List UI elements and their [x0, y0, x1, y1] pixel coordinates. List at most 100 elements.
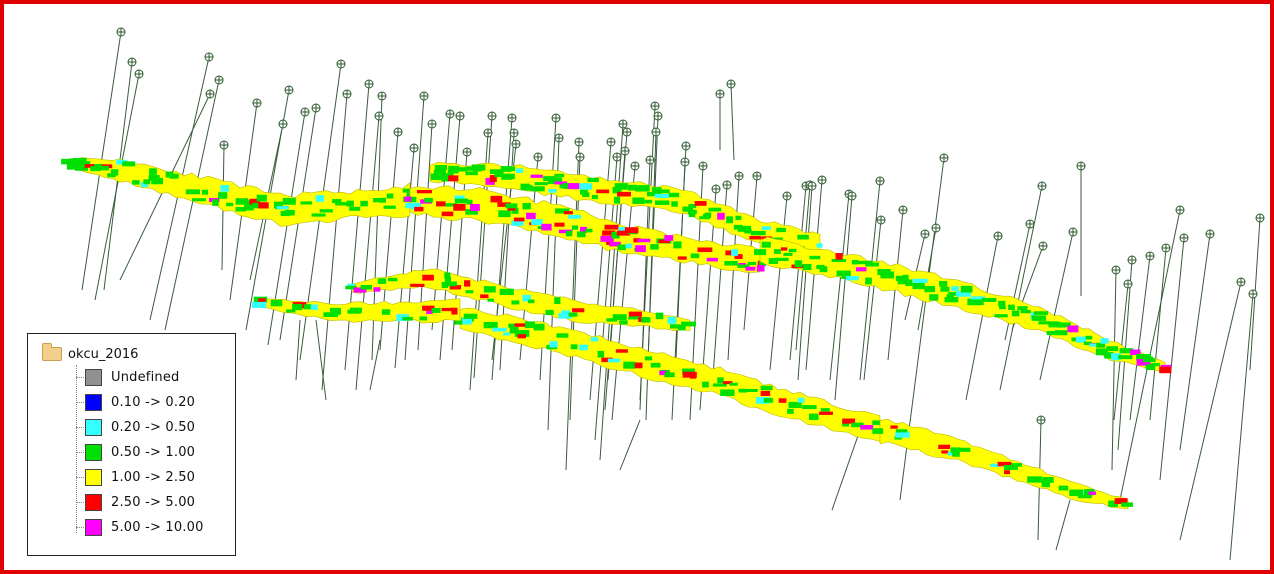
drillhole-collar-icon[interactable]: [507, 113, 517, 123]
drillhole-collar-icon[interactable]: [574, 137, 584, 147]
drillhole-collar-icon[interactable]: [377, 91, 387, 101]
drillhole-collar-icon[interactable]: [630, 161, 640, 171]
drillhole-collar-icon[interactable]: [509, 128, 519, 138]
drillhole-collar-icon[interactable]: [875, 176, 885, 186]
drillhole-collar-icon[interactable]: [1025, 219, 1035, 229]
drillhole-collar-icon[interactable]: [311, 103, 321, 113]
drillhole-collar-icon[interactable]: [455, 111, 465, 121]
drillhole-collar-icon[interactable]: [127, 57, 137, 67]
legend-item-2.50-5.00[interactable]: 2.50 -> 5.00: [76, 491, 195, 513]
grade-cell: [723, 381, 733, 385]
drillhole-collar-icon[interactable]: [336, 59, 346, 69]
drillhole-collar-icon[interactable]: [487, 111, 497, 121]
legend-item-5.00-10.00[interactable]: 5.00 -> 10.00: [76, 516, 204, 538]
drillhole-collar-icon[interactable]: [711, 184, 721, 194]
drillhole-collar-icon[interactable]: [419, 91, 429, 101]
drillhole-collar-icon[interactable]: [374, 111, 384, 121]
drillhole-collar-icon[interactable]: [551, 113, 561, 123]
drillhole-collar-icon[interactable]: [1037, 181, 1047, 191]
grade-cell: [387, 277, 398, 282]
drillhole-collar-icon[interactable]: [650, 101, 660, 111]
drillhole-collar-icon[interactable]: [134, 69, 144, 79]
grade-cell: [579, 183, 593, 190]
legend-swatch: [85, 468, 102, 486]
drillhole-collar-icon[interactable]: [214, 75, 224, 85]
drillhole-collar-icon[interactable]: [393, 127, 403, 137]
drillhole-collar-icon[interactable]: [606, 137, 616, 147]
drillhole-collar-icon[interactable]: [300, 107, 310, 117]
drillhole-collar-icon[interactable]: [618, 119, 628, 129]
drillhole-collar-icon[interactable]: [284, 85, 294, 95]
drillhole-collar-icon[interactable]: [1161, 243, 1171, 253]
drillhole-collar-icon[interactable]: [116, 27, 126, 37]
drillhole-collar-icon[interactable]: [1127, 255, 1137, 265]
drillhole-collar-icon[interactable]: [1205, 229, 1215, 239]
drillhole-collar-icon[interactable]: [1123, 279, 1133, 289]
drillhole-collar-icon[interactable]: [445, 109, 455, 119]
drillhole-collar-icon[interactable]: [715, 89, 725, 99]
grade-cell: [1031, 315, 1047, 321]
drillhole-collar-icon[interactable]: [931, 223, 941, 233]
legend-item-undefined[interactable]: Undefined: [76, 366, 179, 388]
drillhole-collar-icon[interactable]: [782, 191, 792, 201]
drillhole-collar-icon[interactable]: [993, 231, 1003, 241]
drillhole-collar-icon[interactable]: [847, 191, 857, 201]
drillhole-collar-icon[interactable]: [622, 127, 632, 137]
drillhole-collar-icon[interactable]: [620, 146, 630, 156]
legend-root[interactable]: okcu_2016: [42, 343, 138, 364]
grade-cell: [349, 307, 362, 313]
drillhole-collar-icon[interactable]: [807, 181, 817, 191]
drillhole-collar-icon[interactable]: [1236, 277, 1246, 287]
drillhole-collar-icon[interactable]: [680, 157, 690, 167]
drillhole-collar-icon[interactable]: [409, 143, 419, 153]
drillhole-collar-icon[interactable]: [204, 52, 214, 62]
drillhole-collar-icon[interactable]: [651, 127, 661, 137]
legend-swatch: [85, 518, 102, 536]
drillhole-collar-icon[interactable]: [752, 171, 762, 181]
drillhole-collar-icon[interactable]: [1076, 161, 1086, 171]
drillhole-collar-icon[interactable]: [533, 152, 543, 162]
drillhole-collar-icon[interactable]: [1248, 289, 1258, 299]
drillhole-collar-icon[interactable]: [1038, 241, 1048, 251]
drillhole-collar-icon[interactable]: [1068, 227, 1078, 237]
drillhole-collar-icon[interactable]: [575, 152, 585, 162]
grade-cell: [414, 206, 424, 212]
drillhole-collar-icon[interactable]: [219, 140, 229, 150]
drillhole-collar-icon[interactable]: [698, 161, 708, 171]
legend-item-0.50-1.00[interactable]: 0.50 -> 1.00: [76, 441, 195, 463]
drillhole-collar-icon[interactable]: [817, 175, 827, 185]
legend-item-1.00-2.50[interactable]: 1.00 -> 2.50: [76, 466, 195, 488]
drillhole-collar-icon[interactable]: [1179, 233, 1189, 243]
drillhole-collar-icon[interactable]: [898, 205, 908, 215]
drillhole-collar-icon[interactable]: [483, 128, 493, 138]
drillhole-collar-icon[interactable]: [939, 153, 949, 163]
drillhole-collar-icon[interactable]: [205, 89, 215, 99]
drillhole-collar-icon[interactable]: [681, 141, 691, 151]
drillhole-collar-icon[interactable]: [462, 147, 472, 157]
drillhole-collar-icon[interactable]: [645, 155, 655, 165]
drillhole-collar-icon[interactable]: [920, 229, 930, 239]
drillhole-collar-icon[interactable]: [1145, 251, 1155, 261]
drillhole-collar-icon[interactable]: [1255, 213, 1265, 223]
drillhole-collar-icon[interactable]: [278, 119, 288, 129]
drillhole-collar-icon[interactable]: [364, 79, 374, 89]
drillhole-collar-icon[interactable]: [612, 152, 622, 162]
drillhole-collar-icon[interactable]: [252, 98, 262, 108]
legend-item-0.20-0.50[interactable]: 0.20 -> 0.50: [76, 416, 195, 438]
drillhole-collar-icon[interactable]: [1036, 415, 1046, 425]
drillhole-collar-icon[interactable]: [1111, 265, 1121, 275]
drillhole-collar-icon[interactable]: [342, 89, 352, 99]
drillhole-collar-icon[interactable]: [511, 139, 521, 149]
drillhole-collar-icon[interactable]: [876, 215, 886, 225]
drillhole-collar-icon[interactable]: [726, 79, 736, 89]
drillhole-collar-icon[interactable]: [427, 119, 437, 129]
legend-item-0.10-0.20[interactable]: 0.10 -> 0.20: [76, 391, 195, 413]
drillhole-collar-icon[interactable]: [734, 171, 744, 181]
drillhole-collar-icon[interactable]: [554, 133, 564, 143]
drillhole-collar-icon[interactable]: [653, 111, 663, 121]
drillhole-collar-icon[interactable]: [722, 180, 732, 190]
grade-cell: [505, 166, 516, 172]
orebody-surface: [351, 268, 691, 331]
drillhole-collar-icon[interactable]: [1175, 205, 1185, 215]
